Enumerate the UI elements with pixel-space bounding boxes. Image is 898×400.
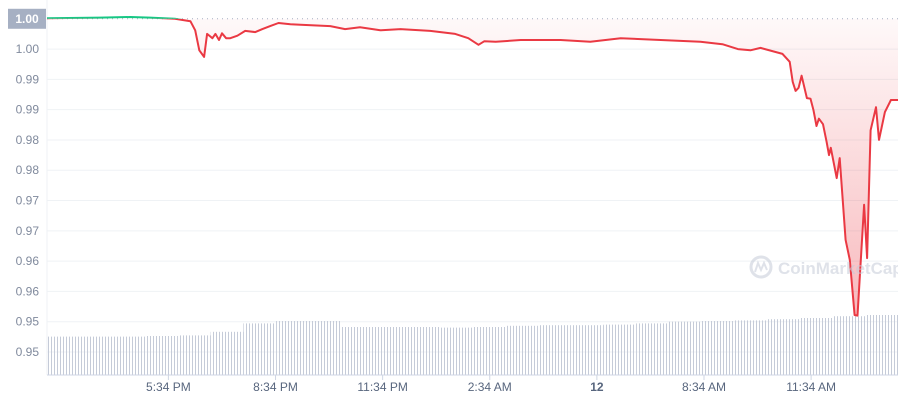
volume-bar [439, 327, 473, 375]
volume-bar [79, 336, 113, 375]
x-tick-label: 5:34 PM [146, 380, 191, 394]
volume-bar [243, 323, 277, 375]
reference-price-badge: 1.00 [8, 8, 46, 29]
x-tick-label: 11:34 AM [786, 380, 836, 394]
volume-bar [210, 331, 244, 375]
volume-bar [407, 327, 440, 375]
y-tick-label: 0.95 [16, 315, 40, 329]
y-tick-label: 0.96 [16, 284, 40, 298]
price-line-down [47, 18, 898, 317]
volume-bars [47, 315, 898, 375]
volume-bar [341, 327, 375, 375]
volume-bar [603, 324, 637, 375]
volume-bar [112, 336, 146, 375]
volume-bar [799, 318, 833, 375]
y-tick-label: 0.99 [16, 103, 40, 117]
volume-bar [505, 325, 538, 375]
y-tick-label: 0.99 [16, 72, 40, 86]
y-tick-label: 0.95 [16, 345, 40, 359]
x-tick-label: 11:34 PM [357, 380, 407, 394]
volume-bar [374, 327, 408, 375]
volume-bar [636, 323, 669, 375]
y-tick-label: 0.96 [16, 254, 40, 268]
watermark-text: CoinMarketCap [778, 259, 898, 278]
volume-bar [472, 327, 506, 375]
reference-price-label: 1.00 [15, 12, 39, 26]
coinmarketcap-logo-icon [749, 255, 773, 279]
x-tick-label: 8:34 AM [682, 380, 726, 394]
volume-bar [701, 321, 735, 375]
price-area-fill [47, 18, 898, 316]
volume-bar [537, 325, 571, 375]
y-tick-label: 0.97 [16, 194, 40, 208]
y-tick-label: 1.00 [16, 42, 40, 56]
volume-bar [832, 316, 866, 375]
y-tick-label: 0.97 [16, 224, 40, 238]
x-tick-label: 2:34 AM [468, 380, 512, 394]
volume-bar [177, 335, 211, 375]
volume-bar [767, 319, 800, 375]
volume-bar [145, 336, 178, 375]
y-tick-label: 0.98 [16, 133, 40, 147]
volume-bar [308, 321, 342, 375]
x-tick-label: 8:34 PM [253, 380, 298, 394]
y-axis-labels: 1.00 0.99 0.99 0.98 0.98 0.97 0.97 0.96 0.96 0.95… [16, 42, 40, 359]
volume-bar [734, 320, 768, 375]
volume-bar [47, 336, 80, 375]
y-tick-label: 0.98 [16, 163, 40, 177]
volume-bar [570, 325, 604, 375]
volume-bar [865, 315, 898, 375]
x-axis-labels: 5:34 PM 8:34 PM 11:34 PM 2:34 AM 12 8:34 AM 11… [146, 375, 836, 394]
watermark: CoinMarketCap [749, 255, 898, 279]
grid-lines [47, 48, 898, 353]
volume-bar [276, 321, 309, 375]
volume-bar [668, 321, 702, 375]
x-tick-label: 12 [590, 380, 604, 394]
